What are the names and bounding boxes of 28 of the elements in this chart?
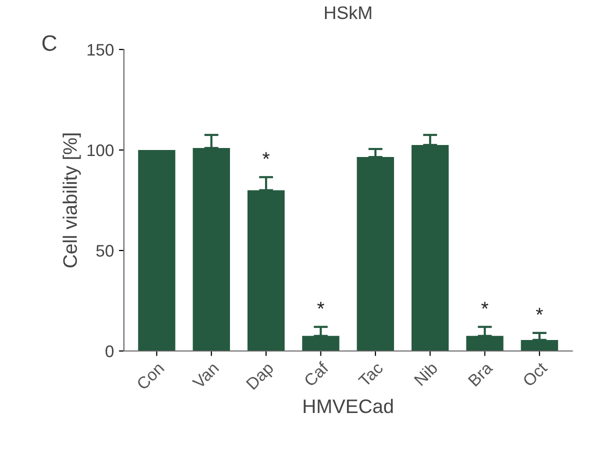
chart-title: HSkM [325, 6, 372, 20]
text: C [42, 35, 56, 51]
annotation: * [481, 302, 488, 309]
y-tick-label: 100 [88, 144, 114, 156]
bar [302, 336, 340, 351]
annotation: * [262, 152, 270, 159]
x-tick-label: Dap [246, 362, 277, 392]
bar [192, 148, 230, 351]
y-tick-label: 0 [106, 345, 114, 358]
x-tick-label: Van [192, 362, 220, 390]
bar [412, 144, 449, 351]
bar [138, 150, 176, 351]
annotation: * [317, 302, 324, 309]
y-tick-label: 150 [88, 44, 114, 56]
x-tick-label: Nib [413, 361, 438, 386]
x-tick-label: Tac [358, 361, 384, 388]
y-tick-label: 50 [96, 244, 114, 257]
annotation: * [536, 308, 543, 315]
x-tick-label: Caf [303, 360, 330, 388]
bar [520, 340, 558, 351]
bar [466, 336, 504, 351]
bar [356, 157, 394, 351]
x-axis-title: HMVECad [304, 398, 393, 414]
x-tick-label: Oct [522, 361, 548, 388]
x-tick-label: Con [136, 362, 165, 390]
bar [247, 190, 285, 351]
y-axis-title: Cell viability [%] [62, 134, 81, 268]
x-tick-label: Bra [468, 361, 494, 387]
